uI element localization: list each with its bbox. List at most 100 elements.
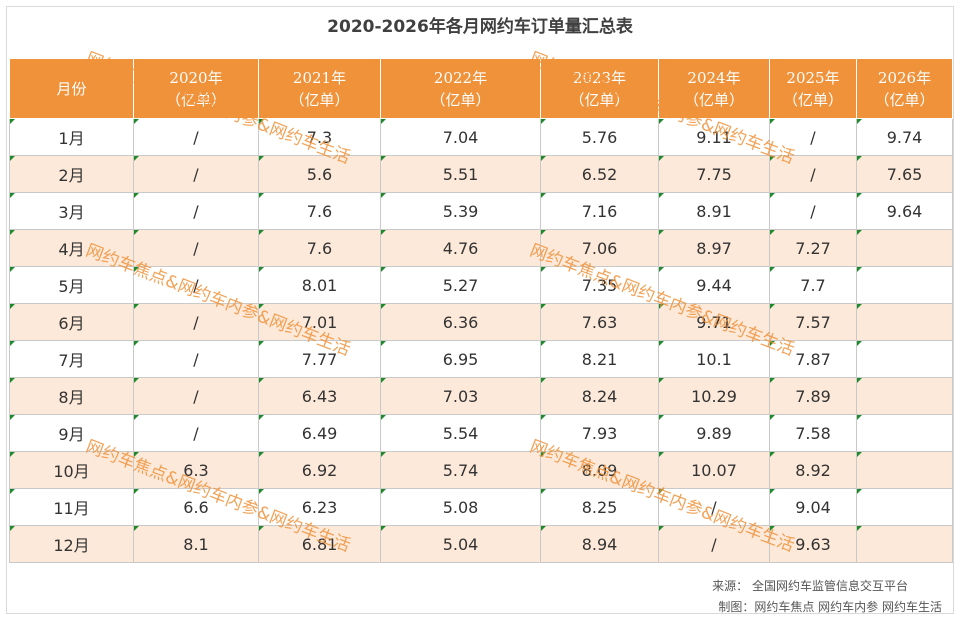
header-year: 2023年 （亿单） xyxy=(540,58,659,119)
month-cell: 10月 xyxy=(9,451,134,489)
table-row: 12月 8.1 6.81 5.04 8.94/9.63 xyxy=(9,525,953,563)
value-cell: / xyxy=(133,303,259,341)
value-cell: 8.97 xyxy=(658,229,770,267)
value-cell: 7.03 xyxy=(380,377,541,415)
month-cell: 3月 xyxy=(9,192,134,230)
month-cell: 1月 xyxy=(9,118,134,156)
value-cell: / xyxy=(769,118,857,156)
value-cell: 7.75 xyxy=(658,155,770,193)
value-cell: 10.07 xyxy=(658,451,770,489)
header-year: 2024年 （亿单） xyxy=(658,58,770,119)
value-cell: 9.11 xyxy=(658,118,770,156)
value-cell: 9.64 xyxy=(856,192,953,230)
value-cell: 5.51 xyxy=(380,155,541,193)
value-cell xyxy=(856,303,953,341)
value-cell: 7.3 xyxy=(258,118,381,156)
value-cell: 7.06 xyxy=(540,229,659,267)
month-cell: 6月 xyxy=(9,303,134,341)
value-cell xyxy=(856,229,953,267)
value-cell: 9.71 xyxy=(658,303,770,341)
value-cell: / xyxy=(133,118,259,156)
value-cell: / xyxy=(658,525,770,563)
table-row: 11月 6.6 6.23 5.08 8.25/9.04 xyxy=(9,488,953,526)
value-cell xyxy=(856,340,953,378)
header-year: 2025年 （亿单） xyxy=(769,58,857,119)
month-cell: 11月 xyxy=(9,488,134,526)
value-cell: 5.04 xyxy=(380,525,541,563)
value-cell: / xyxy=(133,155,259,193)
value-cell: / xyxy=(133,229,259,267)
value-cell: / xyxy=(133,192,259,230)
header-year: 2026年 （亿单） xyxy=(856,58,953,119)
value-cell: 7.58 xyxy=(769,414,857,452)
table-title: 2020-2026年各月网约车订单量汇总表 xyxy=(327,17,633,37)
header-year: 2020年 （亿单） xyxy=(133,58,259,119)
value-cell: 6.23 xyxy=(258,488,381,526)
value-cell: 10.1 xyxy=(658,340,770,378)
value-cell xyxy=(856,488,953,526)
month-cell: 9月 xyxy=(9,414,134,452)
table-row: 7月/7.77 6.95 8.21 10.1 7.87 xyxy=(9,340,953,378)
value-cell: / xyxy=(769,155,857,193)
value-cell: 8.01 xyxy=(258,266,381,304)
value-cell: 6.81 xyxy=(258,525,381,563)
value-cell: 6.95 xyxy=(380,340,541,378)
value-cell: 6.92 xyxy=(258,451,381,489)
value-cell xyxy=(856,525,953,563)
value-cell: 7.77 xyxy=(258,340,381,378)
value-cell: 7.6 xyxy=(258,192,381,230)
header-year: 2021年 （亿单） xyxy=(258,58,381,119)
month-cell: 5月 xyxy=(9,266,134,304)
value-cell: 7.27 xyxy=(769,229,857,267)
value-cell: 7.6 xyxy=(258,229,381,267)
table-row: 10月 6.3 6.92 5.74 8.09 10.07 8.92 xyxy=(9,451,953,489)
header-year: 2022年 （亿单） xyxy=(380,58,541,119)
table-body: 1月/7.3 7.04 5.76 9.11/9.74 2月/5.6 5.51 6.52 7.7… xyxy=(9,118,953,563)
value-cell: 8.25 xyxy=(540,488,659,526)
value-cell: 7.04 xyxy=(380,118,541,156)
value-cell: / xyxy=(133,377,259,415)
month-cell: 7月 xyxy=(9,340,134,378)
value-cell: 5.08 xyxy=(380,488,541,526)
value-cell: 5.39 xyxy=(380,192,541,230)
value-cell: / xyxy=(769,192,857,230)
source-note: 来源： 全国网约车监管信息交互平台 xyxy=(712,579,908,593)
value-cell xyxy=(856,451,953,489)
value-cell: 6.49 xyxy=(258,414,381,452)
value-cell: 8.09 xyxy=(540,451,659,489)
value-cell: / xyxy=(133,266,259,304)
value-cell: 9.63 xyxy=(769,525,857,563)
table-row: 6月/7.01 6.36 7.63 9.71 7.57 xyxy=(9,303,953,341)
value-cell: / xyxy=(658,488,770,526)
orders-table: 月份 2020年 （亿单） 2021年 （亿单） 2022年 （亿单） 2023年 （亿… xyxy=(9,58,953,563)
value-cell: 9.04 xyxy=(769,488,857,526)
value-cell: 8.94 xyxy=(540,525,659,563)
value-cell: 7.65 xyxy=(856,155,953,193)
table-row: 4月/7.6 4.76 7.06 8.97 7.27 xyxy=(9,229,953,267)
month-cell: 8月 xyxy=(9,377,134,415)
value-cell: 7.35 xyxy=(540,266,659,304)
value-cell: / xyxy=(133,414,259,452)
value-cell: / xyxy=(133,340,259,378)
value-cell: 5.6 xyxy=(258,155,381,193)
value-cell: 7.89 xyxy=(769,377,857,415)
value-cell xyxy=(856,377,953,415)
value-cell: 9.89 xyxy=(658,414,770,452)
value-cell: 7.16 xyxy=(540,192,659,230)
value-cell xyxy=(856,414,953,452)
table-row: 9月/6.49 5.54 7.93 9.89 7.58 xyxy=(9,414,953,452)
credit-note: 制图：网约车焦点 网约车内参 网约车生活 xyxy=(718,600,942,614)
header-month: 月份 xyxy=(9,58,134,119)
value-cell: 7.7 xyxy=(769,266,857,304)
value-cell: 10.29 xyxy=(658,377,770,415)
value-cell: 7.57 xyxy=(769,303,857,341)
value-cell: 5.27 xyxy=(380,266,541,304)
table-row: 8月/6.43 7.03 8.24 10.29 7.89 xyxy=(9,377,953,415)
value-cell: 7.63 xyxy=(540,303,659,341)
month-cell: 4月 xyxy=(9,229,134,267)
value-cell: 7.87 xyxy=(769,340,857,378)
month-cell: 12月 xyxy=(9,525,134,563)
value-cell: 8.1 xyxy=(133,525,259,563)
table-row: 3月/7.6 5.39 7.16 8.91/9.64 xyxy=(9,192,953,230)
value-cell: 5.76 xyxy=(540,118,659,156)
